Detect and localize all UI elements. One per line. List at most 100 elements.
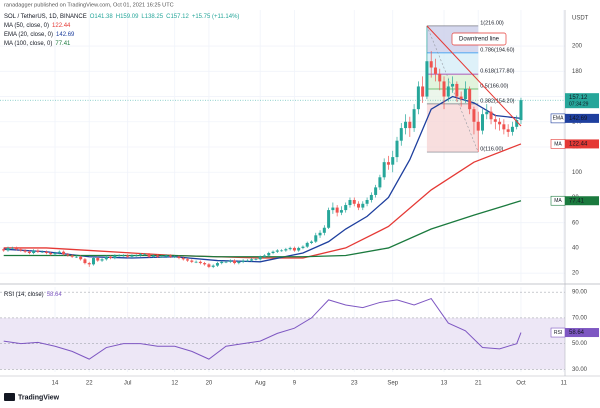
candle-body bbox=[519, 100, 523, 121]
rsi-tick-label: 30.00 bbox=[572, 367, 588, 373]
candle-body bbox=[455, 83, 459, 97]
series-tag-box bbox=[565, 139, 599, 149]
series-tag-box bbox=[565, 196, 599, 206]
candle-body bbox=[322, 227, 326, 233]
candle-body bbox=[275, 250, 279, 252]
candle-body bbox=[386, 162, 390, 165]
indicator-legend-entry: EMA (20, close, 0) 142.69 bbox=[4, 32, 75, 38]
last-price: 157.12 bbox=[569, 95, 588, 101]
candle-body bbox=[6, 247, 10, 251]
candle-body bbox=[374, 187, 378, 195]
ohlc-open: O141.38 bbox=[90, 14, 114, 20]
candle-body bbox=[2, 249, 6, 251]
candle-body bbox=[203, 263, 207, 265]
candle-body bbox=[327, 210, 331, 228]
candle-body bbox=[49, 252, 53, 255]
candle-body bbox=[143, 254, 147, 255]
x-tick-label: Oct bbox=[516, 381, 526, 387]
candle-body bbox=[318, 232, 322, 236]
indicator-legend-entry: MA (50, close, 0) 122.44 bbox=[4, 23, 71, 29]
y-tick-label: 40 bbox=[572, 246, 579, 252]
indicator-name: MA (50, close, 0) bbox=[4, 23, 49, 29]
countdown: 07:34:29 bbox=[569, 102, 589, 108]
candle-body bbox=[130, 255, 134, 257]
candle-body bbox=[164, 255, 168, 257]
candle-body bbox=[207, 264, 211, 267]
candle-body bbox=[27, 251, 31, 253]
candle-body bbox=[480, 114, 484, 131]
candle-body bbox=[310, 241, 314, 243]
candle-body bbox=[228, 260, 232, 262]
brand-logo bbox=[4, 393, 15, 401]
candle-body bbox=[297, 247, 301, 251]
candle-body bbox=[186, 259, 190, 261]
candle-body bbox=[404, 121, 408, 129]
y-tick-label: 180 bbox=[572, 69, 583, 75]
annotation: Downtrend line bbox=[459, 37, 500, 43]
rsi-tag-name: RSI bbox=[554, 330, 562, 336]
rsi-tick-label: 50.00 bbox=[572, 341, 588, 347]
candle-body bbox=[344, 205, 348, 211]
candle-body bbox=[70, 255, 74, 257]
candle-body bbox=[113, 255, 117, 259]
series-tag-name: MA bbox=[554, 141, 562, 147]
publisher: ranadagger published on TradingView.com,… bbox=[4, 2, 174, 8]
candle-body bbox=[361, 203, 365, 208]
candle-body bbox=[198, 261, 202, 264]
x-tick-label: 21 bbox=[475, 381, 482, 387]
candle-body bbox=[15, 247, 19, 250]
candle-body bbox=[314, 235, 318, 242]
fib-label: 1(216.00) bbox=[480, 20, 504, 26]
candle-body bbox=[267, 252, 271, 256]
candle-body bbox=[271, 251, 275, 253]
candle-body bbox=[348, 199, 352, 206]
symbol-legend: SOL / TetherUS, 1D, BINANCE O141.38 H159.0… bbox=[4, 14, 239, 20]
ohlc-change: +15.75 (+11.14%) bbox=[192, 14, 240, 20]
ohlc-high: H159.09 bbox=[116, 14, 139, 20]
symbol: SOL / TetherUS, 1D, BINANCE bbox=[4, 14, 87, 20]
candle-body bbox=[425, 61, 429, 97]
indicator-legend: MA (50, close, 0) 122.44 EMA (20, close, 0… bbox=[4, 23, 75, 298]
candle-body bbox=[44, 251, 48, 253]
y-tick-label: 20 bbox=[572, 271, 579, 277]
unit-label: USDT bbox=[572, 16, 589, 22]
candle-body bbox=[32, 250, 36, 253]
rsi-band bbox=[0, 317, 565, 370]
indicator-value: 142.69 bbox=[56, 32, 75, 38]
candle-body bbox=[190, 260, 194, 262]
candle-body bbox=[352, 199, 356, 204]
candle-body bbox=[104, 256, 108, 260]
candle-body bbox=[79, 256, 83, 260]
candle-body bbox=[515, 120, 519, 127]
indicator-legend-entry: MA (100, close, 0) 77.41 bbox=[4, 41, 71, 47]
y-tick-label: 200 bbox=[572, 44, 583, 50]
candle-body bbox=[40, 251, 44, 253]
downtrend-line bbox=[426, 25, 522, 127]
ohlc-low: L138.25 bbox=[141, 14, 163, 20]
rsi-tick-label: 70.00 bbox=[572, 315, 588, 321]
candle-body bbox=[510, 126, 514, 132]
candle-body bbox=[254, 259, 258, 260]
candle-body bbox=[181, 258, 185, 260]
series-tag-name: EMA bbox=[553, 116, 565, 122]
candle-body bbox=[280, 250, 284, 252]
candle-body bbox=[446, 86, 450, 97]
candle-body bbox=[451, 83, 455, 87]
y-tick-label: 60 bbox=[572, 220, 579, 226]
candle-body bbox=[57, 251, 61, 253]
candle-body bbox=[476, 121, 480, 131]
candle-body bbox=[365, 199, 369, 204]
x-tick-label: Jul bbox=[124, 381, 132, 387]
candle-body bbox=[83, 259, 87, 264]
indicator-name: EMA (20, close, 0) bbox=[4, 32, 53, 38]
candle-body bbox=[19, 249, 23, 251]
x-tick-label: 12 bbox=[171, 381, 178, 387]
candle-body bbox=[331, 207, 335, 211]
candle-body bbox=[301, 246, 305, 248]
candle-body bbox=[288, 247, 292, 250]
candle-body bbox=[173, 256, 177, 258]
candle-body bbox=[382, 162, 386, 178]
candle-body bbox=[258, 256, 262, 260]
candle-body bbox=[357, 203, 361, 208]
